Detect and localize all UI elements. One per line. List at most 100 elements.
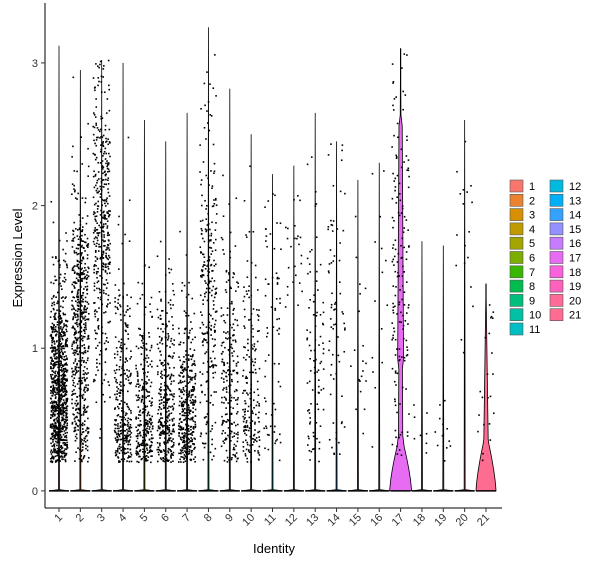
data-point [211,428,213,430]
data-point [165,384,168,387]
data-point [160,328,162,330]
data-point [419,434,422,437]
data-point [171,446,174,448]
data-point [98,243,100,246]
data-point [395,154,397,157]
data-point [61,357,63,360]
data-point [104,205,107,207]
data-point [212,242,215,244]
data-point [104,128,107,131]
points-3 [91,59,112,492]
data-point [122,411,125,413]
data-point [124,361,127,363]
data-point [223,387,225,389]
data-point [51,346,53,349]
data-point [199,401,202,404]
data-point [75,341,78,344]
data-point [256,388,259,391]
data-point [135,364,137,367]
data-point [87,457,90,459]
data-point [306,382,309,384]
data-point [84,324,87,327]
data-point [114,284,117,286]
data-point [209,401,212,404]
data-point [222,314,225,316]
data-point [202,253,205,256]
data-point [205,291,207,294]
data-point [115,453,118,456]
data-point [56,379,59,381]
data-point [61,330,63,332]
data-point [159,314,162,317]
data-point [233,421,235,424]
data-point [118,407,120,410]
data-point [73,381,75,384]
data-point [237,397,239,399]
data-point [159,420,162,423]
data-point [183,390,186,392]
data-point [57,326,60,329]
data-point [248,296,250,299]
data-point [94,218,97,221]
data-point [117,298,120,301]
data-point [86,276,89,279]
data-point [76,437,78,440]
data-point [80,136,82,138]
data-point [64,422,66,424]
data-point [77,289,79,292]
data-point [85,444,87,447]
data-point [141,334,144,337]
data-point [244,408,247,411]
data-point [127,406,130,409]
data-point [205,218,208,220]
data-point [386,304,389,306]
data-point [169,448,171,451]
data-point [397,136,399,139]
data-point [105,293,107,295]
data-point [58,450,60,453]
data-point [75,350,78,353]
data-point [190,451,193,454]
data-point [76,293,79,296]
data-point [400,212,403,214]
data-point [59,430,62,433]
data-point [245,358,247,361]
data-point [93,139,95,142]
data-point [294,265,296,268]
data-point [254,421,256,424]
data-point [59,408,62,411]
data-point [170,433,173,435]
data-point [245,234,247,236]
data-point [173,393,175,395]
data-point [403,246,405,249]
data-point [113,353,116,355]
data-point [76,344,79,347]
data-point [72,352,75,354]
data-point [102,68,105,70]
data-point [236,355,239,358]
data-point [202,362,205,364]
data-point [233,329,235,331]
data-point [252,348,254,350]
data-point [313,349,316,352]
data-point [173,352,175,354]
data-point [192,386,194,389]
data-point [100,188,102,190]
data-point [58,389,61,392]
data-point [201,391,203,394]
data-point [251,420,254,422]
data-point [107,341,109,344]
data-point [135,345,138,348]
data-point [318,391,320,394]
data-point [81,313,83,315]
data-point [105,173,107,175]
data-point [100,144,102,146]
data-point [81,267,83,270]
data-point [119,304,121,306]
data-point [62,418,64,421]
data-point [56,321,59,323]
data-point [108,128,111,131]
data-point [147,423,149,425]
data-point [53,404,56,407]
